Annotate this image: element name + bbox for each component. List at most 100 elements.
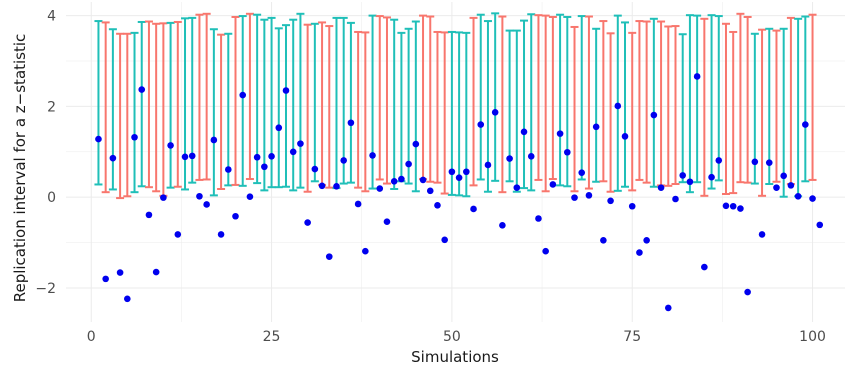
interval-bar — [166, 21, 175, 189]
interval-bar — [101, 21, 110, 194]
data-point — [657, 184, 665, 191]
interval-bar — [642, 20, 651, 184]
data-point — [643, 236, 650, 244]
interval-bar — [173, 20, 182, 188]
x-tick-label: 0 — [87, 329, 96, 345]
interval-bar — [556, 13, 565, 187]
interval-bar — [325, 25, 334, 189]
data-point — [95, 135, 102, 143]
interval-bar — [707, 14, 716, 190]
interval-bar — [137, 20, 146, 188]
data-point — [441, 236, 448, 244]
x-tick-label: 50 — [443, 329, 461, 345]
data-point — [701, 263, 708, 271]
interval-bar — [736, 12, 745, 184]
data-point — [188, 152, 196, 160]
interval-bar — [245, 12, 254, 181]
data-point — [448, 168, 456, 176]
interval-bar — [685, 14, 694, 194]
data-point — [116, 269, 124, 276]
data-point — [412, 140, 420, 148]
interval-bar — [455, 31, 464, 197]
data-point — [369, 152, 376, 159]
interval-bar — [296, 12, 305, 189]
data-point — [253, 153, 261, 161]
data-point — [362, 247, 369, 255]
data-point — [181, 153, 189, 161]
interval-bar — [332, 16, 341, 190]
data-point — [390, 177, 398, 185]
data-point — [556, 130, 564, 137]
data-point — [196, 192, 203, 200]
data-point — [131, 133, 138, 141]
data-point — [376, 185, 384, 192]
interval-bar — [404, 27, 413, 185]
data-point — [203, 201, 210, 208]
interval-bar — [628, 31, 637, 192]
data-point — [124, 295, 131, 303]
interval-bar — [743, 15, 752, 184]
data-point — [311, 165, 319, 173]
interval-bar — [281, 24, 290, 188]
interval-bar — [419, 14, 428, 181]
data-point — [571, 194, 578, 201]
data-point — [224, 166, 232, 173]
data-point — [809, 195, 816, 202]
x-tick-label: 25 — [263, 329, 281, 345]
interval-bar — [447, 30, 456, 196]
data-point — [318, 182, 326, 190]
data-point — [787, 182, 795, 189]
interval-bar — [274, 27, 283, 189]
interval-bar — [469, 16, 478, 187]
interval-bar — [729, 30, 738, 195]
data-point — [167, 142, 174, 149]
data-point — [628, 202, 636, 210]
x-tick-label: 100 — [799, 329, 826, 345]
interval-bar — [346, 21, 355, 184]
interval-bar — [390, 18, 399, 191]
interval-bar — [375, 15, 384, 181]
data-point — [477, 121, 485, 128]
interval-bar — [108, 28, 117, 191]
data-point — [354, 200, 362, 208]
data-point — [261, 163, 268, 171]
data-point — [232, 212, 239, 220]
replication-intervals — [94, 12, 817, 200]
y-tick-label: 0 — [47, 190, 56, 206]
interval-bar — [339, 16, 348, 185]
interval-bar — [318, 21, 327, 186]
data-point — [621, 133, 629, 140]
axis-ticks: −2 0 2 4 0 25 50 75 100 — [35, 9, 826, 345]
interval-bar — [599, 20, 608, 183]
interval-bar — [491, 12, 500, 182]
data-point — [325, 253, 333, 260]
data-point — [549, 181, 557, 188]
interval-bar — [382, 16, 391, 185]
data-point — [527, 153, 535, 160]
interval-bar — [224, 32, 233, 187]
interval-bar — [354, 30, 363, 189]
interval-bar — [520, 19, 529, 190]
data-point — [585, 192, 593, 199]
interval-bar — [512, 29, 521, 193]
interval-bar — [195, 13, 204, 181]
data-point — [693, 73, 701, 80]
interval-bar — [159, 22, 168, 197]
data-point — [160, 194, 167, 201]
interval-bar — [433, 30, 442, 184]
interval-bar — [534, 14, 543, 181]
interval-bar — [411, 20, 420, 193]
data-point — [737, 205, 744, 212]
data-point — [506, 155, 513, 162]
interval-bar — [714, 15, 723, 182]
data-point — [383, 218, 391, 225]
interval-bar — [621, 21, 630, 188]
interval-bar — [267, 16, 276, 189]
data-point — [744, 288, 751, 296]
interval-bar — [794, 17, 803, 198]
interval-bar — [130, 31, 139, 194]
data-point — [592, 123, 600, 131]
data-point — [297, 140, 304, 147]
data-point — [347, 119, 355, 127]
data-point — [535, 215, 542, 222]
